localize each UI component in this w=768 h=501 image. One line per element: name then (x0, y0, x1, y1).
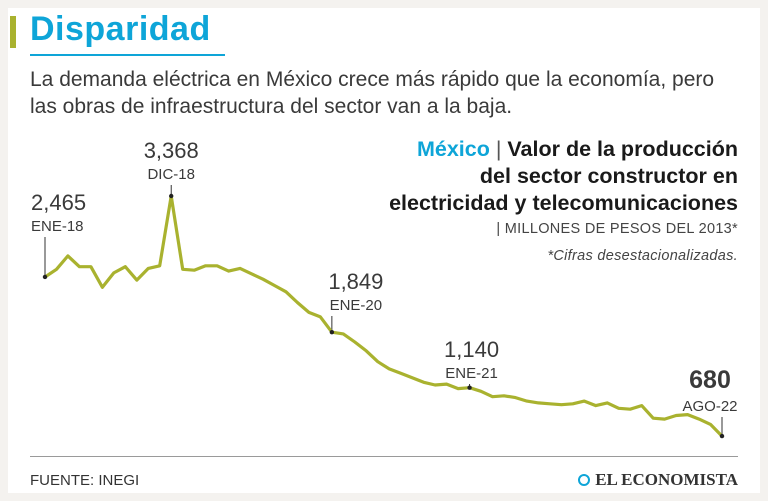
data-point-marker (467, 385, 472, 390)
label-layer: 2,465 ENE-18 3,368 DIC-18 1,849 ENE-20 1,140 EN… (31, 138, 738, 439)
data-point-marker (719, 433, 725, 439)
data-label-value: 680 (689, 366, 731, 394)
data-label-date: ENE-20 (330, 297, 383, 314)
source-note: FUENTE: INEGI (30, 472, 140, 489)
data-label-value: 1,140 (444, 337, 499, 362)
chart-title-line2: del sector constructor en (479, 164, 738, 188)
data-label-value: 3,368 (144, 138, 199, 163)
chart-title: México | Valor de la producción del sect… (318, 136, 738, 217)
title-underline (30, 54, 225, 56)
chart-title-line3: electricidad y telecomunicaciones (389, 191, 738, 215)
chart-units: | MILLONES DE PESOS DEL 2013* (496, 221, 738, 237)
chart-country: México (416, 137, 490, 161)
logo-mark-icon (578, 474, 591, 486)
title-accent-bar (10, 16, 16, 48)
data-label-date: AGO-22 (682, 398, 737, 415)
data-label-date: ENE-18 (31, 218, 84, 235)
publisher-logo: EL ECONOMISTA (578, 470, 738, 490)
page-subtitle: La demanda eléctrica en México crece más… (30, 68, 715, 118)
series-line-mexico (43, 194, 724, 438)
data-point-marker (42, 274, 48, 280)
chart-card (8, 8, 760, 493)
chart-note: *Cifras desestacionalizadas. (547, 248, 738, 264)
data-point-marker (169, 193, 174, 199)
chart-title-separator: | (495, 137, 502, 161)
chart-title-line1: Valor de la producción (507, 137, 738, 161)
data-label-date: ENE-21 (445, 365, 498, 382)
footer-divider (30, 456, 738, 457)
data-label-date: DIC-18 (147, 166, 195, 183)
data-point-marker (329, 329, 335, 335)
data-label-value: 1,849 (328, 269, 383, 294)
data-label-value: 2,465 (31, 190, 86, 215)
logo-text: EL ECONOMISTA (595, 470, 738, 489)
annotation-layer (44, 185, 723, 437)
page-title: Disparidad (30, 10, 211, 48)
